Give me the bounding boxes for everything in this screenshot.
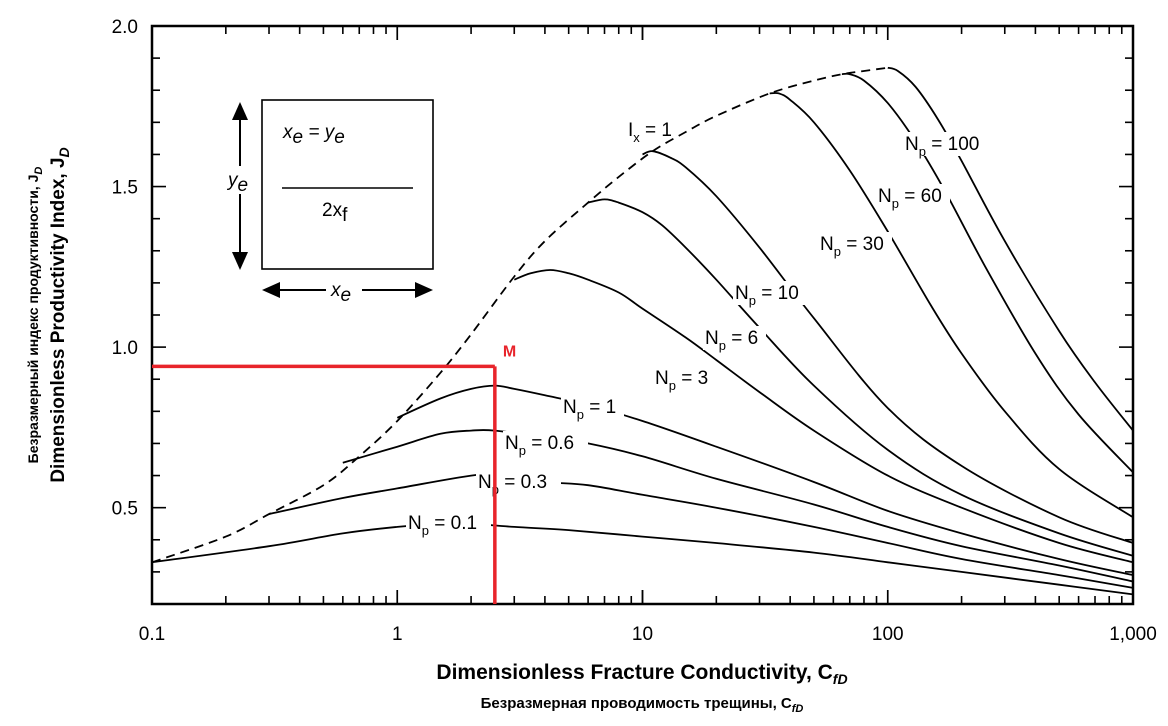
curve-label-np-60: Np = 60 (878, 186, 942, 211)
curve-label-np-3: Np = 3 (655, 368, 708, 393)
series-lines (151, 66, 1134, 596)
series-line-np-0-1 (151, 522, 1134, 596)
y-axis-title: Dimensionless Productivity Index, JD (48, 147, 72, 482)
y-tick-label: 1.5 (112, 178, 138, 199)
inset-left-label: ye (226, 170, 248, 196)
series-line-np-30 (769, 92, 1134, 519)
curve-label-backdrop (818, 232, 892, 256)
curve-label-np-30: Np = 30 (820, 234, 884, 259)
marker-group: M (152, 343, 516, 604)
y-tick-labels: 0.5 1.0 1.5 2.0 (112, 17, 138, 520)
curve-labels: Np = 0.1Np = 0.3Np = 0.6Np = 1Np = 3Np =… (406, 120, 988, 538)
series-line-np-10 (642, 150, 1134, 544)
y-tick-label: 0.5 (112, 499, 138, 520)
curve-label-backdrop (653, 366, 716, 390)
x-tick-label: 1,000 (1109, 624, 1157, 645)
curve-label-backdrop (903, 132, 988, 156)
series-line-np-1 (396, 384, 1134, 576)
series-line-np-0-3 (268, 473, 1134, 589)
inset-left-label-backdrop (224, 166, 256, 194)
curve-label-backdrop (703, 326, 766, 350)
inset-center-label: 2xf (322, 200, 348, 226)
x-axis-title: Dimensionless Fracture Conductivity, CfD (436, 661, 847, 687)
x-axis-title-ru: Безразмерная проводимость трещины, CfD (481, 695, 804, 715)
inset-bottom-label-backdrop (326, 278, 362, 302)
curve-label-backdrop (476, 470, 561, 494)
inset-arrow-right-icon (415, 282, 433, 298)
curve-label-backdrop (503, 431, 588, 455)
envelope-line (151, 66, 888, 564)
inset-arrow-down-icon (232, 252, 248, 270)
curve-label-backdrop (876, 184, 950, 208)
curve-label-np-1: Np = 1 (563, 397, 616, 422)
y-tick-label: 1.0 (112, 338, 138, 359)
marker-label-m: M (503, 343, 516, 360)
series-line-np-100 (887, 66, 1134, 432)
curve-label-np-10: Np = 10 (735, 283, 799, 308)
curve-label-backdrop (733, 281, 807, 305)
envelope-ix-1-line (151, 66, 888, 564)
curve-label-np-6: Np = 6 (705, 328, 758, 353)
inset-arrow-up-icon (232, 102, 248, 120)
curve-label-np-0-1: Np = 0.1 (408, 513, 477, 538)
inset-equation: xe = ye (282, 122, 345, 148)
inset-diagram: xe = ye ye 2xf xe (224, 99, 434, 306)
x-tick-label: 1 (392, 624, 403, 645)
axis-titles: Dimensionless Fracture Conductivity, CfD… (25, 147, 848, 715)
curve-label-backdrop (406, 511, 491, 535)
series-line-np-3 (513, 269, 1134, 564)
y-axis-title-ru: Безразмерный индекс продуктивности, JD (25, 167, 45, 464)
y-tick-label: 2.0 (112, 17, 138, 38)
x-tick-label: 0.1 (139, 624, 165, 645)
curve-label-np-0-6: Np = 0.6 (505, 433, 574, 458)
x-tick-label: 100 (872, 624, 904, 645)
curve-label-np-100: Np = 100 (905, 134, 979, 159)
x-tick-labels: 0.1 1 10 100 1,000 (139, 624, 1157, 645)
curve-label-backdrop (561, 395, 624, 419)
inset-box (261, 99, 434, 270)
minor-ticks (151, 25, 1134, 605)
inset-bottom-label: xe (330, 280, 351, 306)
x-tick-label: 10 (632, 624, 653, 645)
series-line-np-0-6 (342, 429, 1134, 583)
envelope-label-ix-1: Ix = 1 (628, 120, 672, 145)
inset-arrow-left-icon (262, 282, 280, 298)
